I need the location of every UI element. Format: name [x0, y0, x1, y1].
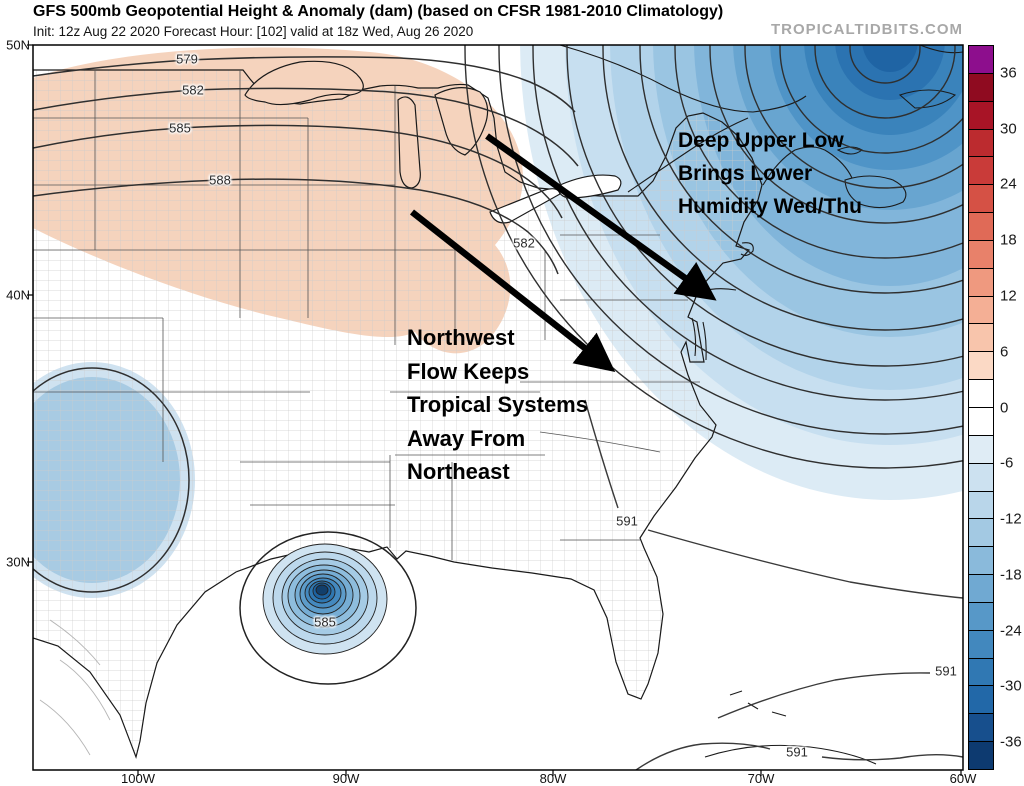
colorbar-label: -6	[1000, 454, 1014, 472]
colorbar-cell	[969, 296, 993, 325]
colorbar-label: 30	[1000, 120, 1017, 138]
colorbar-cell	[969, 129, 993, 158]
colorbar-label: -12	[1000, 510, 1022, 528]
colorbar-label: -36	[1000, 733, 1022, 751]
colorbar-label: -18	[1000, 566, 1022, 584]
colorbar-cell	[969, 240, 993, 269]
colorbar-cell	[969, 407, 993, 436]
x-tick-label: 80W	[539, 771, 567, 786]
colorbar-cell	[969, 491, 993, 520]
colorbar-cell	[969, 630, 993, 659]
contour-label: 591	[616, 513, 638, 529]
colorbar-cell	[969, 463, 993, 492]
annotation-line: Northeast	[407, 459, 510, 484]
annotation-line: Tropical Systems	[407, 392, 588, 417]
southwest-low-contour	[33, 367, 190, 593]
annotation-line: Flow Keeps	[407, 358, 530, 384]
colorbar-cell	[969, 547, 993, 576]
annotation-line: Brings Lower	[678, 162, 813, 185]
arrow-lower	[409, 209, 616, 373]
contour-label: 585	[314, 614, 336, 630]
state-borders	[33, 70, 700, 560]
colorbar-label: -30	[1000, 677, 1022, 695]
contour-label: 582	[182, 82, 204, 98]
colorbar-cell	[969, 213, 993, 241]
annotation-line: Deep Upper Low	[678, 129, 844, 152]
colorbar-cell	[969, 686, 993, 715]
page-title: GFS 500mb Geopotential Height & Anomaly …	[33, 3, 724, 20]
anomaly-colorbar	[968, 45, 994, 770]
colorbar-label: 0	[1000, 399, 1009, 416]
height-contours-south	[584, 399, 963, 770]
colorbar-cell	[969, 352, 993, 381]
colorbar-cell	[969, 185, 993, 214]
x-tick-label: 60W	[949, 771, 977, 786]
colorbar-cell	[969, 658, 993, 687]
init-forecast-line: Init: 12z Aug 22 2020 Forecast Hour: [10…	[33, 24, 474, 39]
x-tick-label: 70W	[747, 771, 775, 786]
colorbar-cell	[969, 435, 993, 464]
colorbar-cell	[969, 101, 993, 130]
annotation-line: Northwest	[407, 325, 515, 350]
axis-tick-marks	[27, 44, 962, 776]
arrow-upper	[485, 133, 717, 301]
colorbar-label: 6	[1000, 343, 1009, 361]
colorbar-cell	[969, 742, 993, 769]
map-frame	[32, 44, 964, 771]
contour-label: 582	[513, 235, 535, 251]
height-contours-trough	[464, 45, 963, 469]
great-lakes	[244, 60, 622, 224]
colorbar-label: -24	[1000, 622, 1022, 640]
contour-label: 591	[786, 744, 808, 760]
colorbar-cell	[969, 268, 993, 297]
x-tick-label: 100W	[121, 771, 155, 786]
us-landmass	[33, 69, 763, 759]
colorbar-cell	[969, 380, 993, 408]
colorbar-cell	[969, 575, 993, 603]
mexico-lines	[39, 619, 111, 756]
height-contours-west	[33, 56, 579, 275]
contour-label: 591	[935, 663, 957, 679]
contour-label: 588	[209, 172, 231, 188]
flow-arrows	[409, 133, 717, 373]
colorbar-cell	[969, 73, 993, 102]
annotation-deep-upper-low: Deep Upper Low Brings Lower Humidity Wed/T…	[678, 124, 862, 223]
y-tick-label: 40N	[6, 287, 30, 303]
colorbar-label: 12	[1000, 287, 1017, 305]
contour-label: 579	[176, 51, 198, 67]
hurricane-rings	[239, 531, 417, 685]
colorbar-label: 36	[1000, 64, 1017, 82]
canada-coastlines	[559, 45, 963, 765]
annotation-northwest-flow: Northwest Flow Keeps Tropical Systems Away …	[407, 321, 588, 489]
watermark-tropicaltidbits: TROPICALTIDBITS.COM	[770, 21, 963, 38]
colorbar-cell	[969, 324, 993, 353]
colorbar-cell	[969, 519, 993, 548]
y-tick-label: 50N	[6, 37, 30, 53]
annotation-line: Humidity Wed/Thu	[678, 195, 862, 218]
colorbar-cell	[969, 157, 993, 186]
colorbar-cell	[969, 46, 993, 74]
x-tick-label: 90W	[332, 771, 360, 786]
y-tick-label: 30N	[6, 554, 30, 570]
colorbar-label: 24	[1000, 175, 1017, 193]
colorbar-cell	[969, 602, 993, 631]
annotation-line: Away From	[407, 425, 526, 451]
contour-label: 585	[169, 120, 191, 136]
northeast-negative-anomaly-bands	[520, 45, 963, 500]
colorbar-cell	[969, 714, 993, 743]
colorbar-label: 18	[1000, 231, 1017, 249]
